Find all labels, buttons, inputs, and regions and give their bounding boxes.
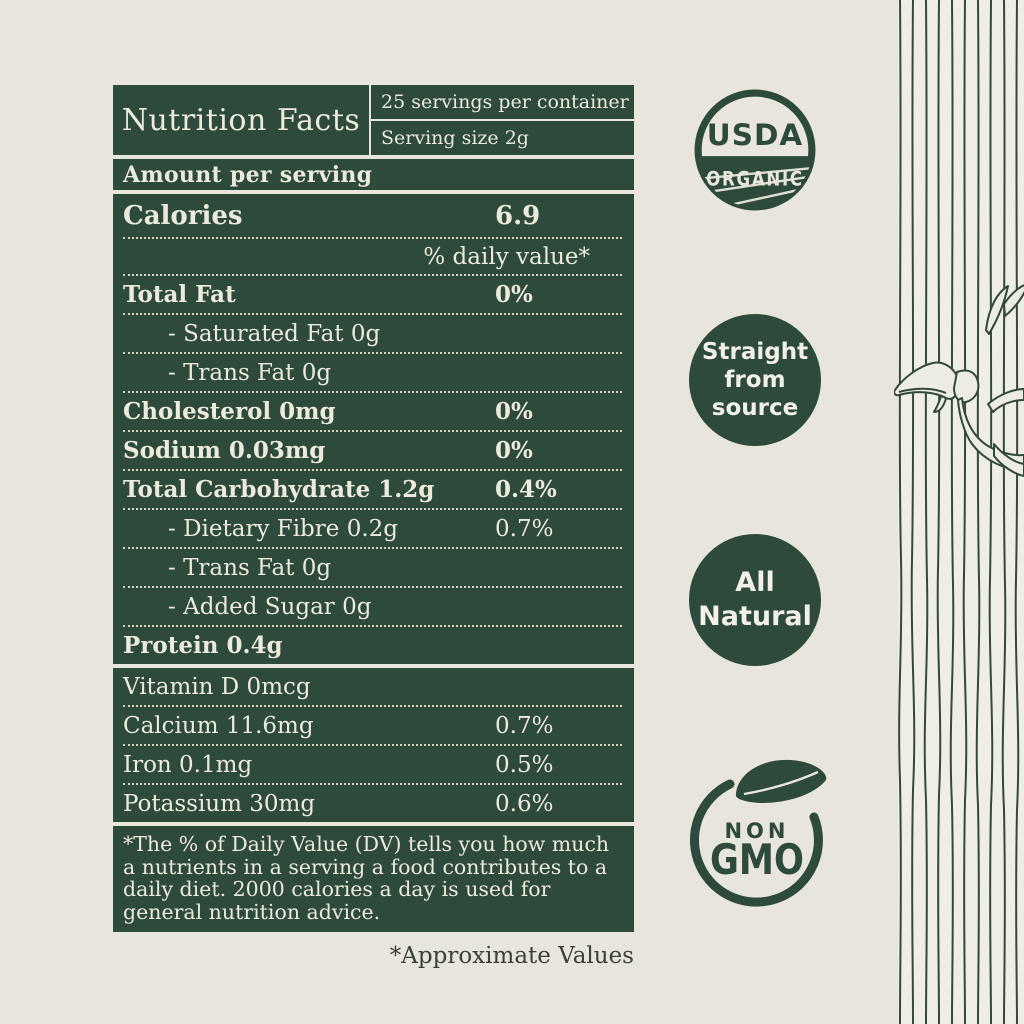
leaf-icon [735,759,827,804]
nutrient-value: 0% [495,437,533,464]
nutrition-row: Calcium 11.6mg 0.7% [123,705,622,744]
daily-value-footnote: *The % of Daily Value (DV) tells you how… [113,826,634,933]
label-title: Nutrition Facts [121,102,361,138]
nutrition-row: - Trans Fat 0g [123,547,622,586]
nutrient-label: Sodium 0.03mg [123,437,326,464]
nutrient-value: 0% [495,281,533,308]
nutrient-value: 0% [495,398,533,425]
nutrient-value: 0.5% [495,751,554,778]
label-header: Nutrition Facts 25 servings per containe… [113,85,634,155]
nutrient-value: 0.4% [495,476,557,503]
daily-value-note-row: % daily value* [123,237,622,274]
main-nutrients-table: Calories 6.9 % daily value* Total Fat 0% - Sa… [113,194,634,664]
nutrient-label: Calories [123,200,243,231]
nutrition-row: Iron 0.1mg 0.5% [123,744,622,783]
amount-per-serving-bar: Amount per serving [113,159,634,190]
nutrition-row: - Dietary Fibre 0.2g 0.7% [123,508,622,547]
nutrient-value: 6.9 [495,200,541,231]
nutrition-row: Potassium 30mg 0.6% [123,783,622,822]
nutrient-label: % daily value* [423,243,590,270]
nutrition-row: - Saturated Fat 0g [123,313,622,352]
all-natural-badge: All Natural [689,534,821,666]
serving-size: Serving size 2g [381,127,529,149]
nutrient-label: Total Carbohydrate 1.2g [123,476,435,503]
nutrient-value: 0.6% [495,790,554,817]
label-title-cell: Nutrition Facts [113,85,371,155]
usda-organic-badge: USDA ORGANIC [694,89,816,211]
nutrition-row: Total Fat 0% [123,274,622,313]
nutrition-row: Sodium 0.03mg 0% [123,430,622,469]
nutrient-label: Iron 0.1mg [123,751,253,778]
nutrition-row: Cholesterol 0mg 0% [123,391,622,430]
nutrition-facts-label: Nutrition Facts 25 servings per containe… [113,85,634,969]
nutrient-label: - Added Sugar 0g [168,593,372,620]
gmo-text: GMO [710,835,804,884]
servings-per-container: 25 servings per container [371,85,634,121]
nutrient-label: Total Fat [123,281,236,308]
nutrient-label: Calcium 11.6mg [123,712,314,739]
nutrient-label: - Trans Fat 0g [168,554,332,581]
nutrient-label: Cholesterol 0mg [123,398,336,425]
nutrition-row: Protein 0.4g [123,625,622,664]
nutrient-label: - Dietary Fibre 0.2g [168,515,398,542]
nutrient-label: - Saturated Fat 0g [168,320,381,347]
wheat-stripes-illustration [894,0,1024,1024]
nutrient-value: 0.7% [495,712,554,739]
approximate-values-note: *Approximate Values [389,943,634,970]
nutrient-label: - Trans Fat 0g [168,359,332,386]
nutrition-row: Total Carbohydrate 1.2g 0.4% [123,469,622,508]
hornbill-bird-illustration [894,284,1024,477]
nutrition-row: - Trans Fat 0g [123,352,622,391]
non-gmo-badge: NON GMO [689,759,827,907]
amount-per-serving-text: Amount per serving [123,161,373,188]
footnote-text: *The % of Daily Value (DV) tells you how… [123,832,610,924]
nutrition-row: Vitamin D 0mcg [123,668,622,705]
non-gmo-ring [689,779,823,907]
nutrition-row: Calories 6.9 [123,194,622,237]
nutrition-row: - Added Sugar 0g [123,586,622,625]
nutrient-value: 0.7% [495,515,554,542]
nutrient-label: Potassium 30mg [123,790,316,817]
nutrient-label: Vitamin D 0mcg [123,673,311,700]
usda-text: USDA [707,118,803,152]
non-text: NON [724,819,789,843]
nutrient-label: Protein 0.4g [123,632,283,659]
straight-from-source-badge: Straight from source [689,314,821,446]
organic-text: ORGANIC [706,168,804,191]
serving-info-cell: 25 servings per container Serving size 2… [371,85,634,155]
micronutrients-table: Vitamin D 0mcg Calcium 11.6mg 0.7% Iron 0.1… [113,668,634,822]
